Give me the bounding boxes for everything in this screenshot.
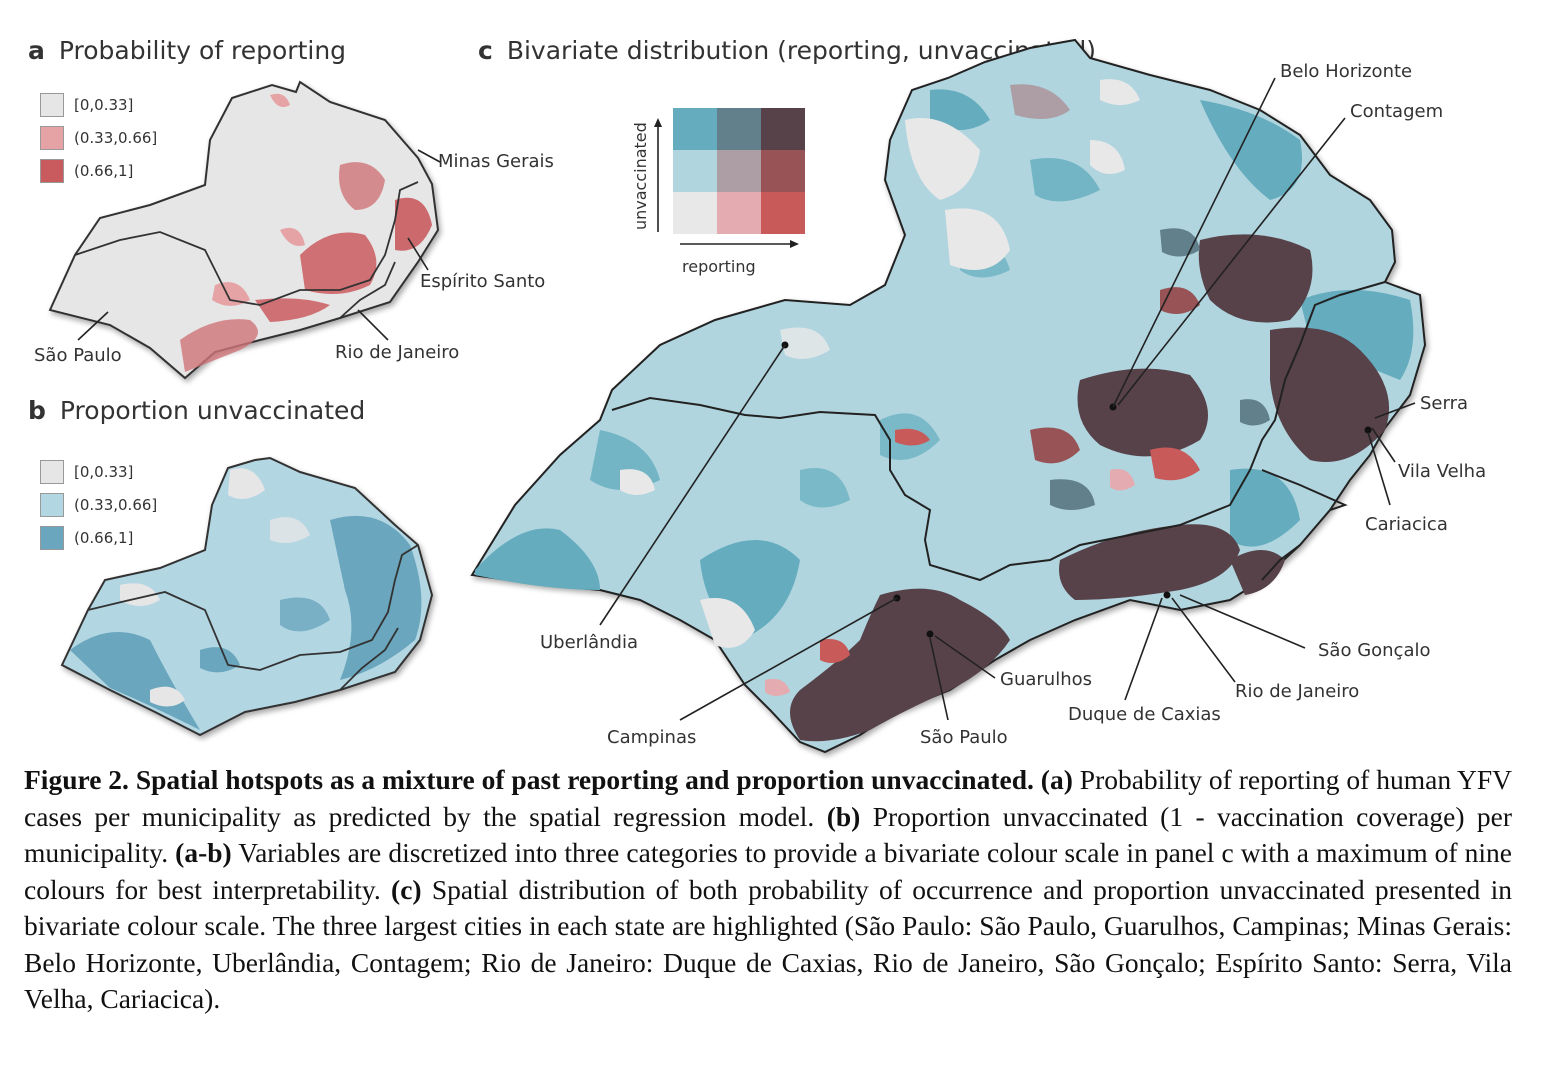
map-c-hotspot-patches xyxy=(790,234,1390,742)
legend-swatch xyxy=(40,459,64,484)
legend-item: (0.66,1] xyxy=(40,154,157,187)
caption-tag-ab: (a-b) xyxy=(175,837,232,868)
label-minas-gerais: Minas Gerais xyxy=(438,151,554,172)
key-cell xyxy=(717,192,761,234)
legend-swatch xyxy=(40,525,64,550)
label-sao-paulo-state: São Paulo xyxy=(34,345,122,366)
label-guarulhos: Guarulhos xyxy=(1000,669,1092,690)
label-rio-de-janeiro-state: Rio de Janeiro xyxy=(335,342,459,363)
legend-item: [0,0.33] xyxy=(40,88,157,121)
label-duque-de-caxias: Duque de Caxias xyxy=(1068,704,1221,725)
label-belo-horizonte: Belo Horizonte xyxy=(1280,61,1412,82)
city-point-rio xyxy=(1163,591,1171,599)
legend-item: (0.66,1] xyxy=(40,521,157,554)
caption-tag-a: (a) xyxy=(1040,764,1073,795)
key-x-arrowhead xyxy=(790,240,799,248)
legend-label: (0.33,0.66] xyxy=(74,495,158,514)
caption-text-a: Probability of reporting of human YFV ca… xyxy=(24,764,1512,832)
panel-b-legend: [0,0.33] (0.33,0.66] (0.66,1] xyxy=(40,455,157,554)
legend-swatch xyxy=(40,125,64,150)
caption-text-b: Proportion unvaccinated (1 - vaccination… xyxy=(24,800,1512,869)
label-rio-de-janeiro-city: Rio de Janeiro xyxy=(1235,681,1359,702)
legend-swatch xyxy=(40,92,64,117)
figure-maps: Minas Gerais Espírito Santo São Paulo Ri… xyxy=(34,38,1486,754)
label-sao-goncalo: São Gonçalo xyxy=(1318,640,1431,661)
key-cell xyxy=(673,192,717,234)
map-b-state-borders xyxy=(87,544,419,691)
caption-text-ab: Variables are discretized into three cat… xyxy=(24,837,1512,905)
key-cell xyxy=(761,108,805,150)
map-a: Minas Gerais Espírito Santo São Paulo Ri… xyxy=(34,80,554,380)
key-cell xyxy=(761,192,805,234)
map-b xyxy=(60,456,434,737)
map-a-hotspots xyxy=(180,93,432,372)
map-c: Belo Horizonte Contagem Serra Vila Velha… xyxy=(470,38,1486,754)
key-cell xyxy=(717,150,761,192)
key-y-arrowhead xyxy=(654,118,662,127)
bivariate-key: reporting unvaccinated xyxy=(631,108,805,276)
label-contagem: Contagem xyxy=(1350,101,1443,122)
panel-b-title: b Proportion unvaccinated xyxy=(28,396,366,425)
map-c-grey-patches xyxy=(620,79,1140,648)
legend-label: [0,0.33] xyxy=(74,462,134,481)
map-c-mixed-patches xyxy=(765,84,1270,696)
key-y-label: unvaccinated xyxy=(631,122,650,230)
key-cell xyxy=(717,108,761,150)
label-uberlandia: Uberlândia xyxy=(540,632,638,653)
map-a-state-borders xyxy=(74,181,419,319)
legend-label: [0,0.33] xyxy=(74,95,134,114)
city-point-vila-velha xyxy=(1364,426,1372,434)
label-campinas: Campinas xyxy=(607,727,696,748)
map-c-state-borders xyxy=(611,281,1386,582)
city-point-sao-paulo xyxy=(926,630,934,638)
caption-tag-c: (c) xyxy=(391,873,422,905)
bivariate-grid xyxy=(673,108,805,234)
legend-swatch xyxy=(40,158,64,183)
key-cell xyxy=(761,150,805,192)
legend-label: (0.66,1] xyxy=(74,528,134,547)
panel-a-legend: [0,0.33] (0.33,0.66] (0.66,1] xyxy=(40,88,157,187)
label-espirito-santo: Espírito Santo xyxy=(420,271,545,292)
label-sao-paulo-city: São Paulo xyxy=(920,727,1008,748)
legend-item: [0,0.33] xyxy=(40,455,157,488)
map-b-patches xyxy=(70,468,422,730)
caption-tag-b: (b) xyxy=(826,800,861,832)
key-cell xyxy=(673,150,717,192)
legend-swatch xyxy=(40,492,64,517)
key-cell xyxy=(673,108,717,150)
caption-text-c: Spatial distribution of both probability… xyxy=(24,873,1512,1015)
map-a-leaders xyxy=(77,149,441,341)
label-cariacica: Cariacica xyxy=(1365,514,1448,535)
label-vila-velha: Vila Velha xyxy=(1398,461,1486,482)
legend-item: (0.33,0.66] xyxy=(40,121,157,154)
legend-label: (0.33,0.66] xyxy=(74,128,158,147)
legend-item: (0.33,0.66] xyxy=(40,488,157,521)
key-x-label: reporting xyxy=(682,257,756,276)
label-serra: Serra xyxy=(1420,393,1468,414)
legend-label: (0.66,1] xyxy=(74,161,134,180)
map-c-leaders xyxy=(599,77,1416,721)
figure-caption: Figure 2. Spatial hotspots as a mixture … xyxy=(24,762,1512,1018)
caption-figure-label: Figure 2. Spatial hotspots as a mixture … xyxy=(24,764,1034,795)
panel-a-title: a Probability of reporting xyxy=(28,36,347,65)
